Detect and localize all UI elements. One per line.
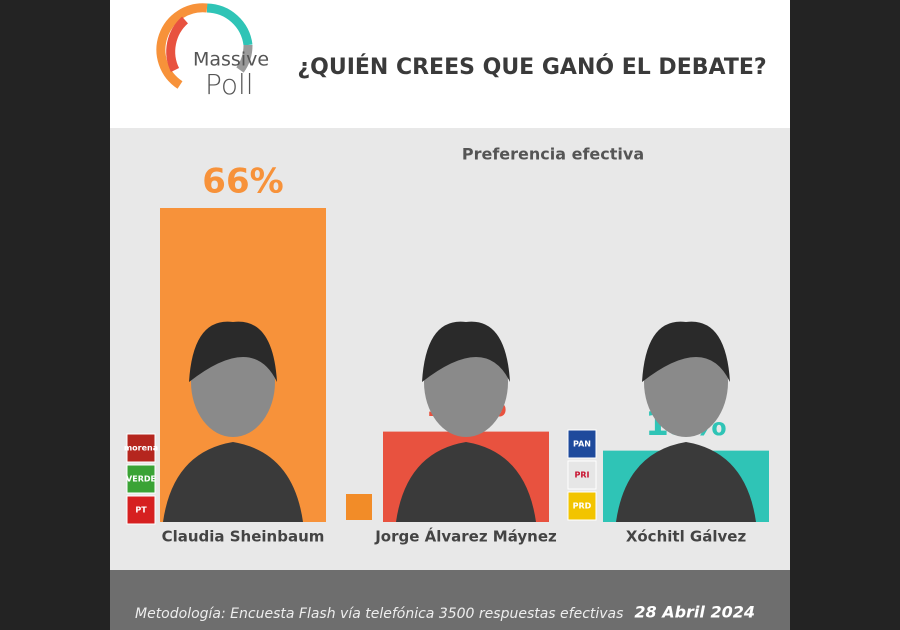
party-label: morena xyxy=(124,444,158,453)
logo-text: Massive xyxy=(193,49,269,71)
candidate-photo xyxy=(616,442,756,522)
party-label: PAN xyxy=(573,440,591,449)
party-logo xyxy=(126,495,156,525)
chart-subtitle: Preferencia efectiva xyxy=(462,145,644,164)
date: 28 Abril 2024 xyxy=(634,603,755,622)
logo-ring xyxy=(156,3,253,89)
party-logo xyxy=(567,429,597,459)
header-panel xyxy=(110,0,790,128)
candidate-photo xyxy=(422,321,510,382)
candidate-photo xyxy=(642,321,730,382)
footer-panel xyxy=(110,570,790,630)
candidate-photo xyxy=(189,321,277,382)
party-label: PRI xyxy=(575,471,590,480)
party-label: PRD xyxy=(573,502,592,511)
party-logo xyxy=(567,491,597,521)
party-label: VERDE xyxy=(126,475,156,484)
x-tick-label: Jorge Álvarez Máynez xyxy=(374,527,557,546)
chart-title: ¿QUIÉN CREES QUE GANÓ EL DEBATE? xyxy=(297,54,766,80)
party-logo xyxy=(567,460,597,490)
logo-text: Poll xyxy=(205,68,254,101)
party-logo xyxy=(126,464,156,494)
value-label: 66% xyxy=(202,162,283,202)
party-logo xyxy=(126,433,156,463)
party-label: PT xyxy=(135,506,147,515)
x-tick-label: Xóchitl Gálvez xyxy=(626,528,747,546)
methodology: Metodología: Encuesta Flash vía telefóni… xyxy=(135,606,623,622)
candidate-photo xyxy=(396,442,536,522)
x-tick-label: Claudia Sheinbaum xyxy=(162,528,325,546)
party-logo xyxy=(346,494,372,520)
candidate-photo xyxy=(163,442,303,522)
